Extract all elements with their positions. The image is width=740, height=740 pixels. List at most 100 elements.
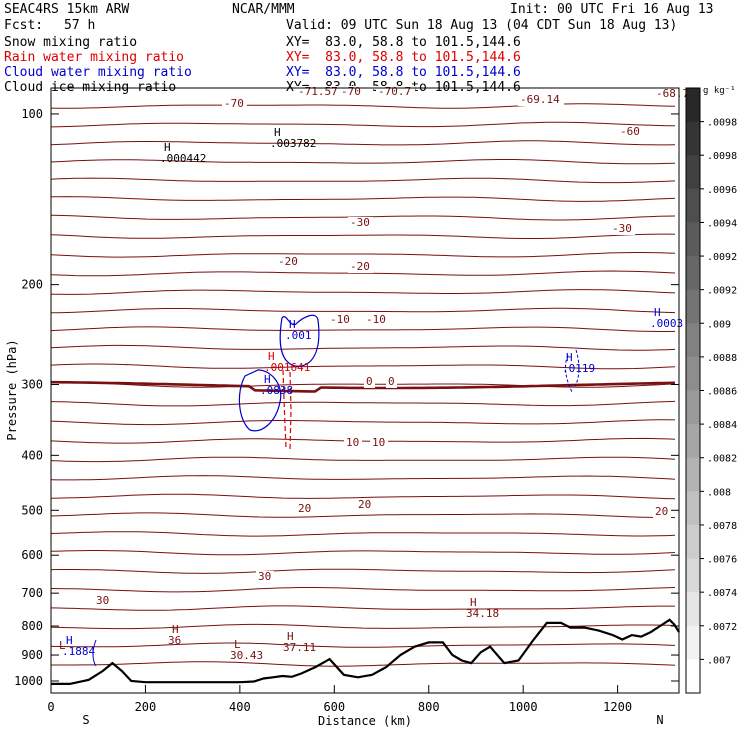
isotherm-line [50,159,676,165]
field-xy-rain: XY= 83.0, 58.8 to 101.5,144.6 [286,50,521,65]
contour-label-bg [276,256,301,268]
extremum-value: .000442 [160,152,206,165]
isotherm-label: -20 [278,255,298,268]
extremum-letter: H [66,634,73,647]
x-tick-label: 200 [135,700,157,714]
contour-label-bg [386,376,397,388]
extremum-value: 30.43 [230,649,263,662]
cloud-water-contour [238,369,282,432]
colorbar-swatch [686,592,700,627]
field-name-rain: Rain water mixing ratio [4,50,185,65]
contour-label-bg [653,506,671,518]
isotherm-line [50,531,676,537]
extremum-letter: H [264,373,271,386]
isotherm-line [50,252,676,258]
isotherm-line [50,344,676,351]
extremum-letter: H [287,630,294,643]
contour-label-bg [370,437,388,449]
isotherm-line [50,363,676,370]
y-tick-label: 1000 [14,674,43,688]
y-axis-label: Pressure (hPa) [5,339,19,440]
contour-label-bg [618,126,643,138]
isotherm-line [50,177,676,184]
colorbar-swatch [686,222,700,257]
isotherm-label: 20 [655,505,668,518]
isotherm-label: 20 [298,502,311,515]
colorbar-label: .0098 [707,151,737,162]
extremum-letter: H [164,141,171,154]
isotherm-label: -70 [224,97,244,110]
contour-label-bg [339,86,364,98]
rain-water-contour [282,369,292,451]
x-tick-label: 600 [323,700,345,714]
plot-frame [50,87,680,694]
isotherm-line [50,307,676,314]
colorbar-label: .0078 [707,521,737,532]
colorbar-label: .0096 [707,185,737,196]
contour-label-bg [518,94,564,106]
colorbar-unit: g kg⁻¹ [703,86,736,96]
isotherm-line [50,605,675,611]
contour-label-bg [222,98,247,110]
isotherm-line [50,493,676,500]
isotherm-line [50,140,676,146]
isotherm-line [50,400,676,407]
colorbar-label: .0072 [707,622,737,633]
colorbar-label: .007 [707,655,731,666]
y-tick-label: 200 [21,278,43,292]
y-tick-label: 500 [21,503,43,517]
terrain-layer [51,618,680,685]
isotherm-label: -30 [612,222,632,235]
extremum-letter: H [172,623,179,636]
isotherm-label: -71.57 [298,85,338,98]
colorbar-label: .0084 [707,420,737,431]
isotherm-label: -10 [366,313,386,326]
freezing-level-line [51,380,676,393]
contour-label-layer: -70-71.57 -70 -70.7-69.14 -68.71-60-30 -30-2… [59,85,700,662]
extremum-value: 34.18 [466,607,499,620]
isotherm-line [50,437,676,444]
isotherm-line [50,568,676,574]
contour-label-bg [296,86,342,98]
isotherm-label: 20 [358,498,371,511]
colorbar-swatch [686,356,700,391]
isotherm-label: -10 [330,313,350,326]
isotherm-line [50,475,676,481]
cloud-contour-layer [92,314,580,667]
contour-label-bg [256,571,274,583]
extremum-letter: H [566,351,573,364]
extremum-letter: H [470,596,477,609]
colorbar-swatch [686,558,700,593]
contour-label-bg [296,503,314,515]
colorbar-swatch [686,323,700,358]
colorbar-label: .009 [707,319,731,330]
extremum-letter: H [274,126,281,139]
y-tick-label: 300 [21,377,43,391]
extremum-letter: H [289,318,296,331]
isotherm-line [50,214,676,221]
model-title: SEAC4RS 15km ARW [4,2,130,17]
terrain-line [51,618,680,685]
contour-label-bg [348,261,373,273]
colorbar-label: .0074 [707,588,737,599]
extremum-value: .003782 [270,137,316,150]
isotherm-line [50,382,676,388]
isotherm-label: -30 [350,216,370,229]
extremum-value: .001 [285,329,312,342]
colorbar-label: .0098 [707,118,737,129]
end-label-south: S [82,713,89,727]
isotherm-line [50,103,676,109]
colorbar-swatch [686,390,700,425]
extremum-value: .1884 [62,645,95,658]
init-time: Init: 00 UTC Fri 16 Aug 13 [510,2,714,17]
isotherm-line [50,326,676,332]
x-tick-label: 800 [418,700,440,714]
y-tick-label: 700 [21,586,43,600]
y-tick-label: 800 [21,619,43,633]
isotherm-line [50,623,676,630]
isotherm-line [50,419,676,426]
y-tick-label: 600 [21,548,43,562]
colorbar-label: .0076 [707,555,737,566]
colorbar-label: .0088 [707,353,737,364]
colorbar-label: .008 [707,487,731,498]
